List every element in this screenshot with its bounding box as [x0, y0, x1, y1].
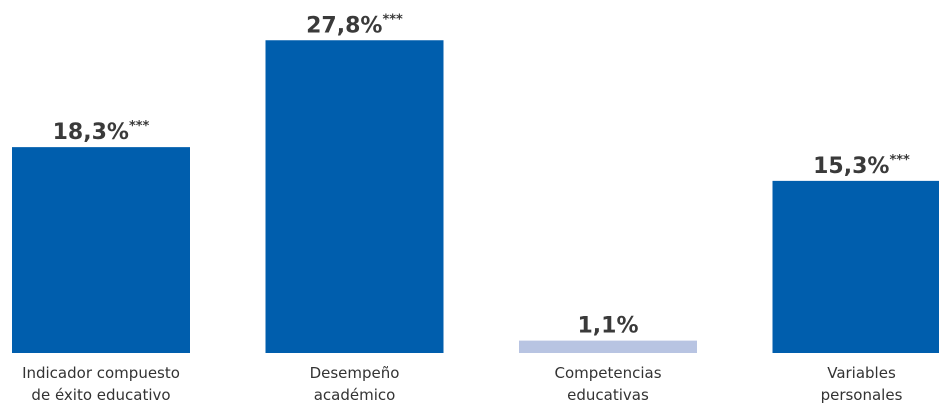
value-label: 1,1% — [577, 314, 638, 339]
significance-stars: *** — [129, 119, 150, 134]
value-label: 15,3%*** — [813, 153, 910, 179]
bar — [265, 40, 444, 353]
value-label: 27,8%*** — [306, 12, 403, 38]
significance-stars: *** — [889, 153, 910, 168]
category-label: Competencias educativas — [554, 364, 661, 404]
significance-stars: *** — [382, 12, 403, 27]
bar — [12, 147, 190, 353]
category-label: Indicador compuesto de éxito educativo — [22, 364, 180, 404]
category-label: Variables personales — [821, 364, 903, 404]
category-label: Desempeño académico — [310, 364, 400, 404]
value-label: 18,3%*** — [53, 119, 150, 145]
bar — [519, 340, 697, 353]
bar — [772, 180, 939, 353]
